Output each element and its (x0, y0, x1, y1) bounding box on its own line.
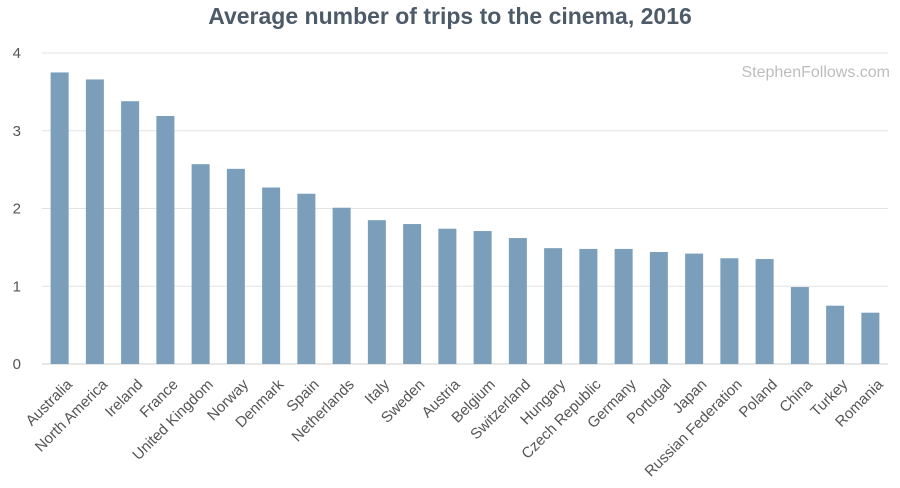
gridlines (42, 52, 888, 365)
bar-poland (755, 259, 774, 364)
bar-ireland (121, 101, 140, 364)
bar-germany (614, 248, 633, 364)
chart-title: Average number of trips to the cinema, 2… (208, 3, 692, 29)
y-tick-label: 3 (13, 123, 21, 140)
y-tick-label: 2 (13, 201, 21, 218)
bar-belgium (473, 231, 492, 364)
watermark: StephenFollows.com (741, 64, 890, 81)
y-tick-label: 0 (13, 356, 21, 373)
y-tick-label: 4 (13, 45, 21, 62)
y-tick-label: 1 (13, 278, 21, 295)
bar-turkey (826, 305, 845, 364)
bar-denmark (262, 187, 281, 364)
bar-france (156, 115, 175, 364)
bars (50, 72, 880, 364)
bar-portugal (649, 252, 668, 364)
bar-netherlands (332, 207, 351, 364)
bar-united-kingdom (191, 164, 210, 364)
y-axis-ticks: 0 1 2 3 4 (13, 45, 21, 373)
bar-russian-federation (720, 258, 739, 364)
bar-austria (438, 228, 457, 364)
bar-australia (50, 72, 69, 364)
bar-italy (367, 220, 386, 364)
bar-north-america (85, 79, 104, 364)
bar-hungary (544, 248, 563, 364)
bar-japan (685, 253, 704, 364)
x-tick-label: Ireland (102, 376, 146, 420)
bar-norway (226, 168, 245, 364)
bar-china (790, 287, 809, 364)
bar-spain (297, 193, 316, 364)
bar-romania (861, 312, 880, 364)
x-tick-label: Poland (736, 376, 781, 421)
bar-sweden (403, 224, 422, 364)
bar-switzerland (508, 238, 527, 364)
bar-czech-republic (579, 248, 598, 364)
